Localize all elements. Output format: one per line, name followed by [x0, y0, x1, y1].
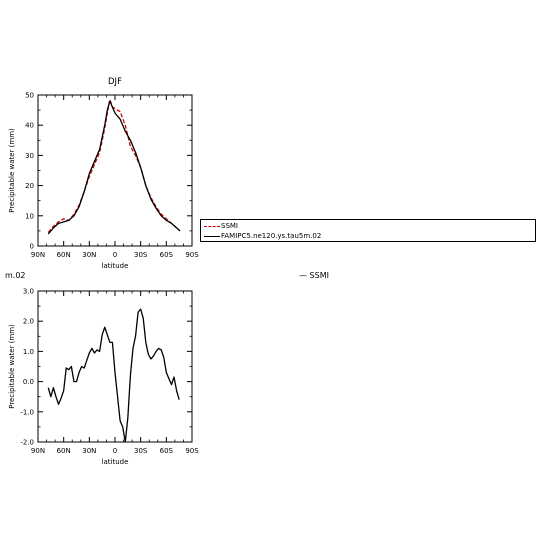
bottom-ytick-label: 3.0 [23, 288, 34, 296]
bottom-ytick-label: -2.0 [20, 439, 34, 447]
top-y-axis-label: Precipitable water (mm) [8, 128, 16, 213]
top-ytick-label: 40 [25, 122, 34, 130]
top-xtick-label: 60S [160, 251, 174, 259]
bottom-ytick-label: 0.0 [23, 378, 34, 386]
top-series-line-0 [47, 98, 181, 233]
top-xtick-label: 30N [82, 251, 96, 259]
top-ytick-label: 20 [25, 182, 34, 190]
top-xtick-label: 0 [113, 251, 117, 259]
bottom-series-line-0 [47, 308, 180, 443]
top-ytick-label: 0 [30, 243, 34, 251]
legend-entry-ssmi: SSMI [204, 221, 238, 232]
bottom-ytick-label: -1.0 [20, 408, 34, 416]
top-x-axis-label: latitude [102, 262, 129, 270]
top-xtick-label: 60N [57, 251, 71, 259]
legend-swatch-ssmi [204, 226, 220, 227]
clipped-label-right: — SSMI [299, 271, 329, 280]
bottom-xtick-label: 60S [160, 447, 174, 455]
legend-swatch-model [204, 236, 220, 237]
top-xtick-label: 90S [185, 251, 199, 259]
legend-entry-model: FAMIPC5.ne120.ys.tau5m.02 [204, 231, 321, 242]
bottom-xtick-label: 90N [31, 447, 45, 455]
top-plot-frame [37, 94, 193, 247]
bottom-x-axis-label: latitude [102, 458, 129, 466]
top-series-line-1 [47, 100, 181, 235]
bottom-ytick-label: 1.0 [23, 348, 34, 356]
top-xtick-label: 30S [134, 251, 148, 259]
legend-label-model: FAMIPC5.ne120.ys.tau5m.02 [221, 232, 322, 240]
top-ytick-label: 10 [25, 212, 34, 220]
top-ytick-label: 50 [25, 92, 34, 100]
clipped-label-left: m.02 [5, 271, 26, 280]
bottom-xtick-label: 30S [134, 447, 148, 455]
top-chart-title: DJF [108, 77, 122, 87]
bottom-xtick-label: 60N [57, 447, 71, 455]
top-ytick-label: 30 [25, 152, 34, 160]
top-xtick-label: 90N [31, 251, 45, 259]
bottom-xtick-label: 90S [185, 447, 199, 455]
legend-label-ssmi: SSMI [221, 222, 238, 230]
bottom-xtick-label: 0 [113, 447, 117, 455]
bottom-y-axis-label: Precipitable water (mm) [8, 324, 16, 409]
bottom-xtick-label: 30N [82, 447, 96, 455]
legend: SSMI FAMIPC5.ne120.ys.tau5m.02 [200, 219, 536, 242]
bottom-ytick-label: 2.0 [23, 318, 34, 326]
